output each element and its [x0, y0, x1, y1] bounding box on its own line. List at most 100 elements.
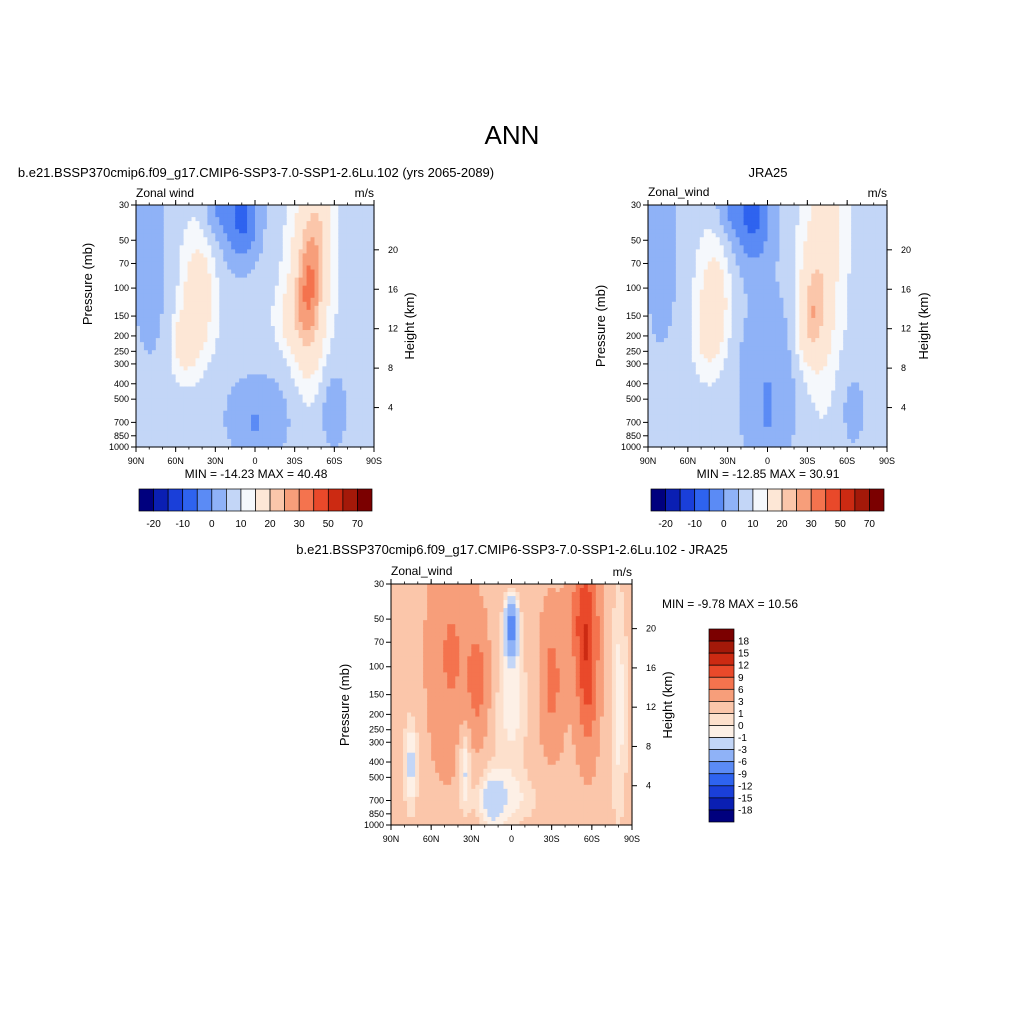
field-cell [370, 225, 375, 230]
field-cell [675, 217, 681, 222]
field-cell [314, 225, 320, 230]
field-cell [223, 289, 228, 295]
field-cell [671, 438, 677, 444]
field-cell [274, 233, 280, 238]
field-cell [314, 297, 320, 303]
field-cell [290, 225, 296, 230]
field-cell [163, 414, 169, 420]
field-cell [191, 358, 197, 363]
field-cell [366, 277, 371, 283]
field-cell [139, 430, 145, 436]
field-cell [322, 225, 327, 230]
field-cell [358, 313, 363, 319]
field-cell [651, 205, 657, 210]
field-cell [199, 386, 205, 392]
field-cell [326, 221, 331, 226]
field-cell [715, 269, 721, 275]
field-cell [270, 406, 276, 412]
field-cell [346, 221, 351, 226]
field-cell [235, 430, 240, 436]
field-cell [334, 406, 339, 412]
field-cell [318, 370, 324, 375]
colorbar-label: 0 [209, 519, 215, 530]
field-cell [314, 261, 320, 267]
field-cell [723, 442, 729, 448]
field-cell [163, 350, 169, 355]
field-cell [302, 237, 308, 242]
field-cell [139, 285, 145, 291]
field-cell [286, 253, 292, 259]
field-cell [723, 257, 729, 263]
field-cell [211, 221, 216, 226]
field-cell [711, 317, 717, 323]
field-cell [227, 217, 232, 222]
field-cell [167, 334, 173, 339]
field-cell [278, 438, 284, 444]
field-cell [703, 241, 709, 246]
field-cell [199, 374, 205, 380]
field-cell [231, 229, 236, 234]
field-cell [243, 213, 248, 218]
field-cell [659, 338, 665, 343]
field-cell [663, 430, 669, 436]
field-cell [179, 358, 185, 363]
field-cell [151, 205, 157, 210]
field-cell [163, 213, 169, 218]
field-cell [695, 330, 701, 335]
field-cell [302, 209, 308, 214]
field-cell [659, 414, 665, 420]
field-cell [330, 366, 335, 371]
field-cell [151, 386, 157, 392]
field-cell [683, 398, 689, 404]
field-cell [306, 438, 312, 444]
field-cell [215, 253, 220, 259]
field-cell [691, 370, 697, 375]
field-cell [266, 297, 272, 303]
field-cell [655, 277, 661, 283]
field-cell [648, 233, 653, 238]
field-cell [358, 221, 363, 226]
field-cell [659, 297, 665, 303]
field-cell [163, 277, 169, 283]
field-cell [203, 410, 208, 416]
field-cell [723, 205, 729, 210]
field-cell [322, 378, 327, 384]
field-cell [326, 430, 331, 436]
field-cell [671, 213, 677, 218]
field-cell [703, 430, 709, 436]
field-cell [667, 410, 673, 416]
field-cell [711, 442, 717, 448]
field-cell [671, 382, 677, 388]
field-cell [719, 366, 725, 371]
field-cell [207, 394, 212, 400]
field-cell [699, 346, 705, 351]
field-cell [346, 297, 351, 303]
field-cell [703, 398, 709, 404]
field-cell [247, 281, 252, 287]
field-cell [322, 253, 327, 259]
field-cell [139, 253, 145, 259]
field-cell [342, 221, 347, 226]
field-cell [370, 426, 375, 432]
field-cell [703, 366, 709, 371]
field-cell [362, 394, 367, 400]
field-cell [207, 430, 212, 436]
field-cell [338, 205, 343, 210]
field-cell [195, 426, 201, 432]
field-cell [314, 342, 320, 347]
field-cell [342, 378, 347, 384]
field-cell [179, 442, 185, 448]
field-cell [235, 269, 240, 275]
field-cell [350, 442, 355, 448]
field-cell [183, 265, 189, 271]
field-cell [659, 225, 665, 230]
field-cell [151, 370, 157, 375]
field-cell [350, 394, 355, 400]
field-cell [239, 221, 244, 226]
field-cell [707, 442, 713, 448]
field-cell [298, 237, 304, 242]
field-cell [167, 390, 173, 396]
field-cell [266, 281, 272, 287]
field-cell [223, 241, 228, 246]
panel-model-variable: Zonal wind [136, 186, 194, 200]
